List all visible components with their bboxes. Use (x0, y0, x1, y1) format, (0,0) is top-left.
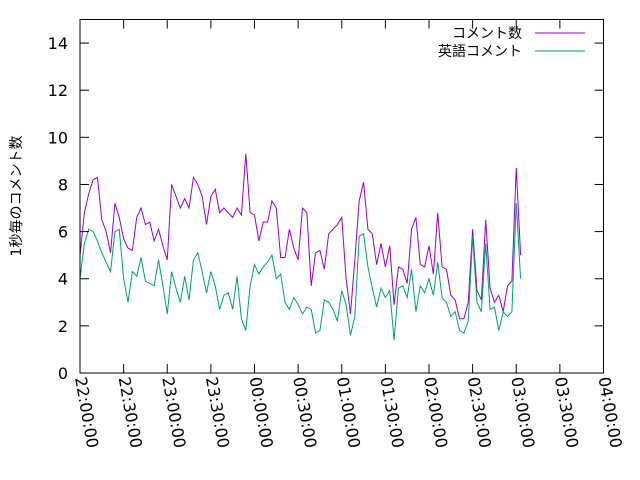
y-tick-label: 8 (58, 175, 68, 194)
y-tick-label: 10 (48, 128, 68, 147)
legend-label-2: 英語コメント (438, 43, 522, 60)
x-axis: 22:00:00 22:30:00 23:00:00 23:30:00 00:00:00… (71, 19, 626, 449)
plot-frame (79, 19, 604, 374)
x-tick-label: 04:00:00 (595, 375, 626, 449)
x-tick-label: 00:30:00 (289, 375, 320, 449)
y-tick-label: 6 (58, 223, 68, 242)
y-axis-label: 1秒毎のコメント数 (9, 136, 25, 257)
x-tick-label: 22:30:00 (115, 375, 146, 449)
y-tick-label: 0 (58, 364, 68, 383)
x-tick-label: 23:30:00 (202, 375, 233, 449)
x-tick-label: 23:00:00 (158, 375, 189, 449)
x-tick-label: 03:00:00 (507, 375, 538, 449)
y-tick-label: 14 (48, 34, 68, 53)
series-line-2 (79, 203, 522, 341)
series-line-1 (79, 153, 522, 320)
y-axis: 0 2 4 6 8 10 12 14 (48, 34, 604, 383)
x-tick-label: 02:30:00 (464, 375, 495, 449)
x-tick-label: 03:30:00 (551, 375, 582, 449)
x-tick-label: 02:00:00 (420, 375, 451, 449)
x-tick-label: 01:30:00 (376, 375, 407, 449)
y-tick-label: 12 (48, 81, 68, 100)
y-tick-label: 2 (58, 317, 68, 336)
series-layer (79, 153, 522, 341)
x-tick-label: 00:00:00 (246, 375, 277, 449)
legend-label-1: コメント数 (452, 26, 522, 42)
x-tick-label: 22:00:00 (71, 375, 102, 449)
y-tick-label: 4 (58, 270, 68, 289)
x-tick-label: 01:00:00 (333, 375, 364, 449)
